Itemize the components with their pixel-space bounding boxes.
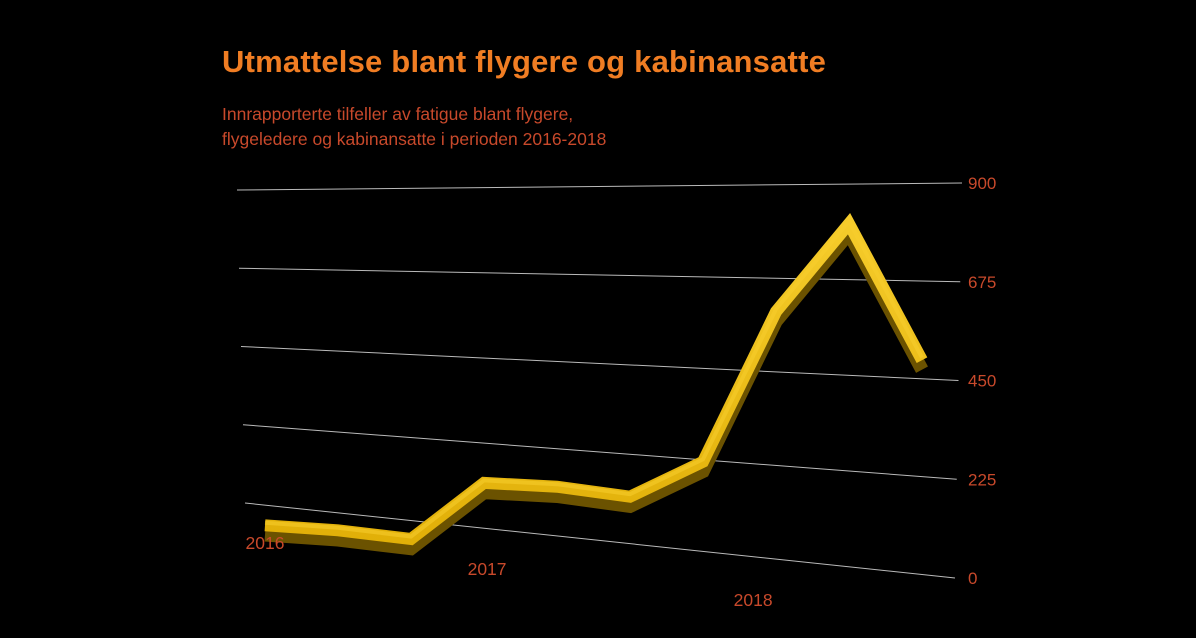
y-tick-label: 225 (968, 470, 996, 489)
gridline (242, 424, 957, 480)
y-tick-label: 0 (968, 569, 977, 588)
gridline (240, 346, 959, 381)
series-line-depth (264, 221, 928, 556)
page-title: Utmattelse blant flygere og kabinansatte (222, 44, 827, 79)
gridline (236, 182, 963, 191)
series-line-highlight (264, 217, 924, 539)
y-tick-label: 675 (968, 273, 996, 292)
chart-subtitle: Innrapporterte tilfeller av fatigue blan… (222, 102, 606, 152)
y-tick-label: 450 (968, 372, 996, 391)
chart-subtitle-line-1: Innrapporterte tilfeller av fatigue blan… (222, 104, 574, 124)
chart-subtitle-line-2: flygeledere og kabinansatte i perioden 2… (222, 129, 607, 149)
gridline (244, 502, 956, 579)
gridline (238, 267, 961, 283)
x-tick-label: 2017 (468, 559, 507, 579)
y-tick-label: 900 (968, 174, 996, 193)
x-tick-label: 2018 (734, 590, 773, 610)
x-tick-label: 2016 (246, 533, 285, 553)
